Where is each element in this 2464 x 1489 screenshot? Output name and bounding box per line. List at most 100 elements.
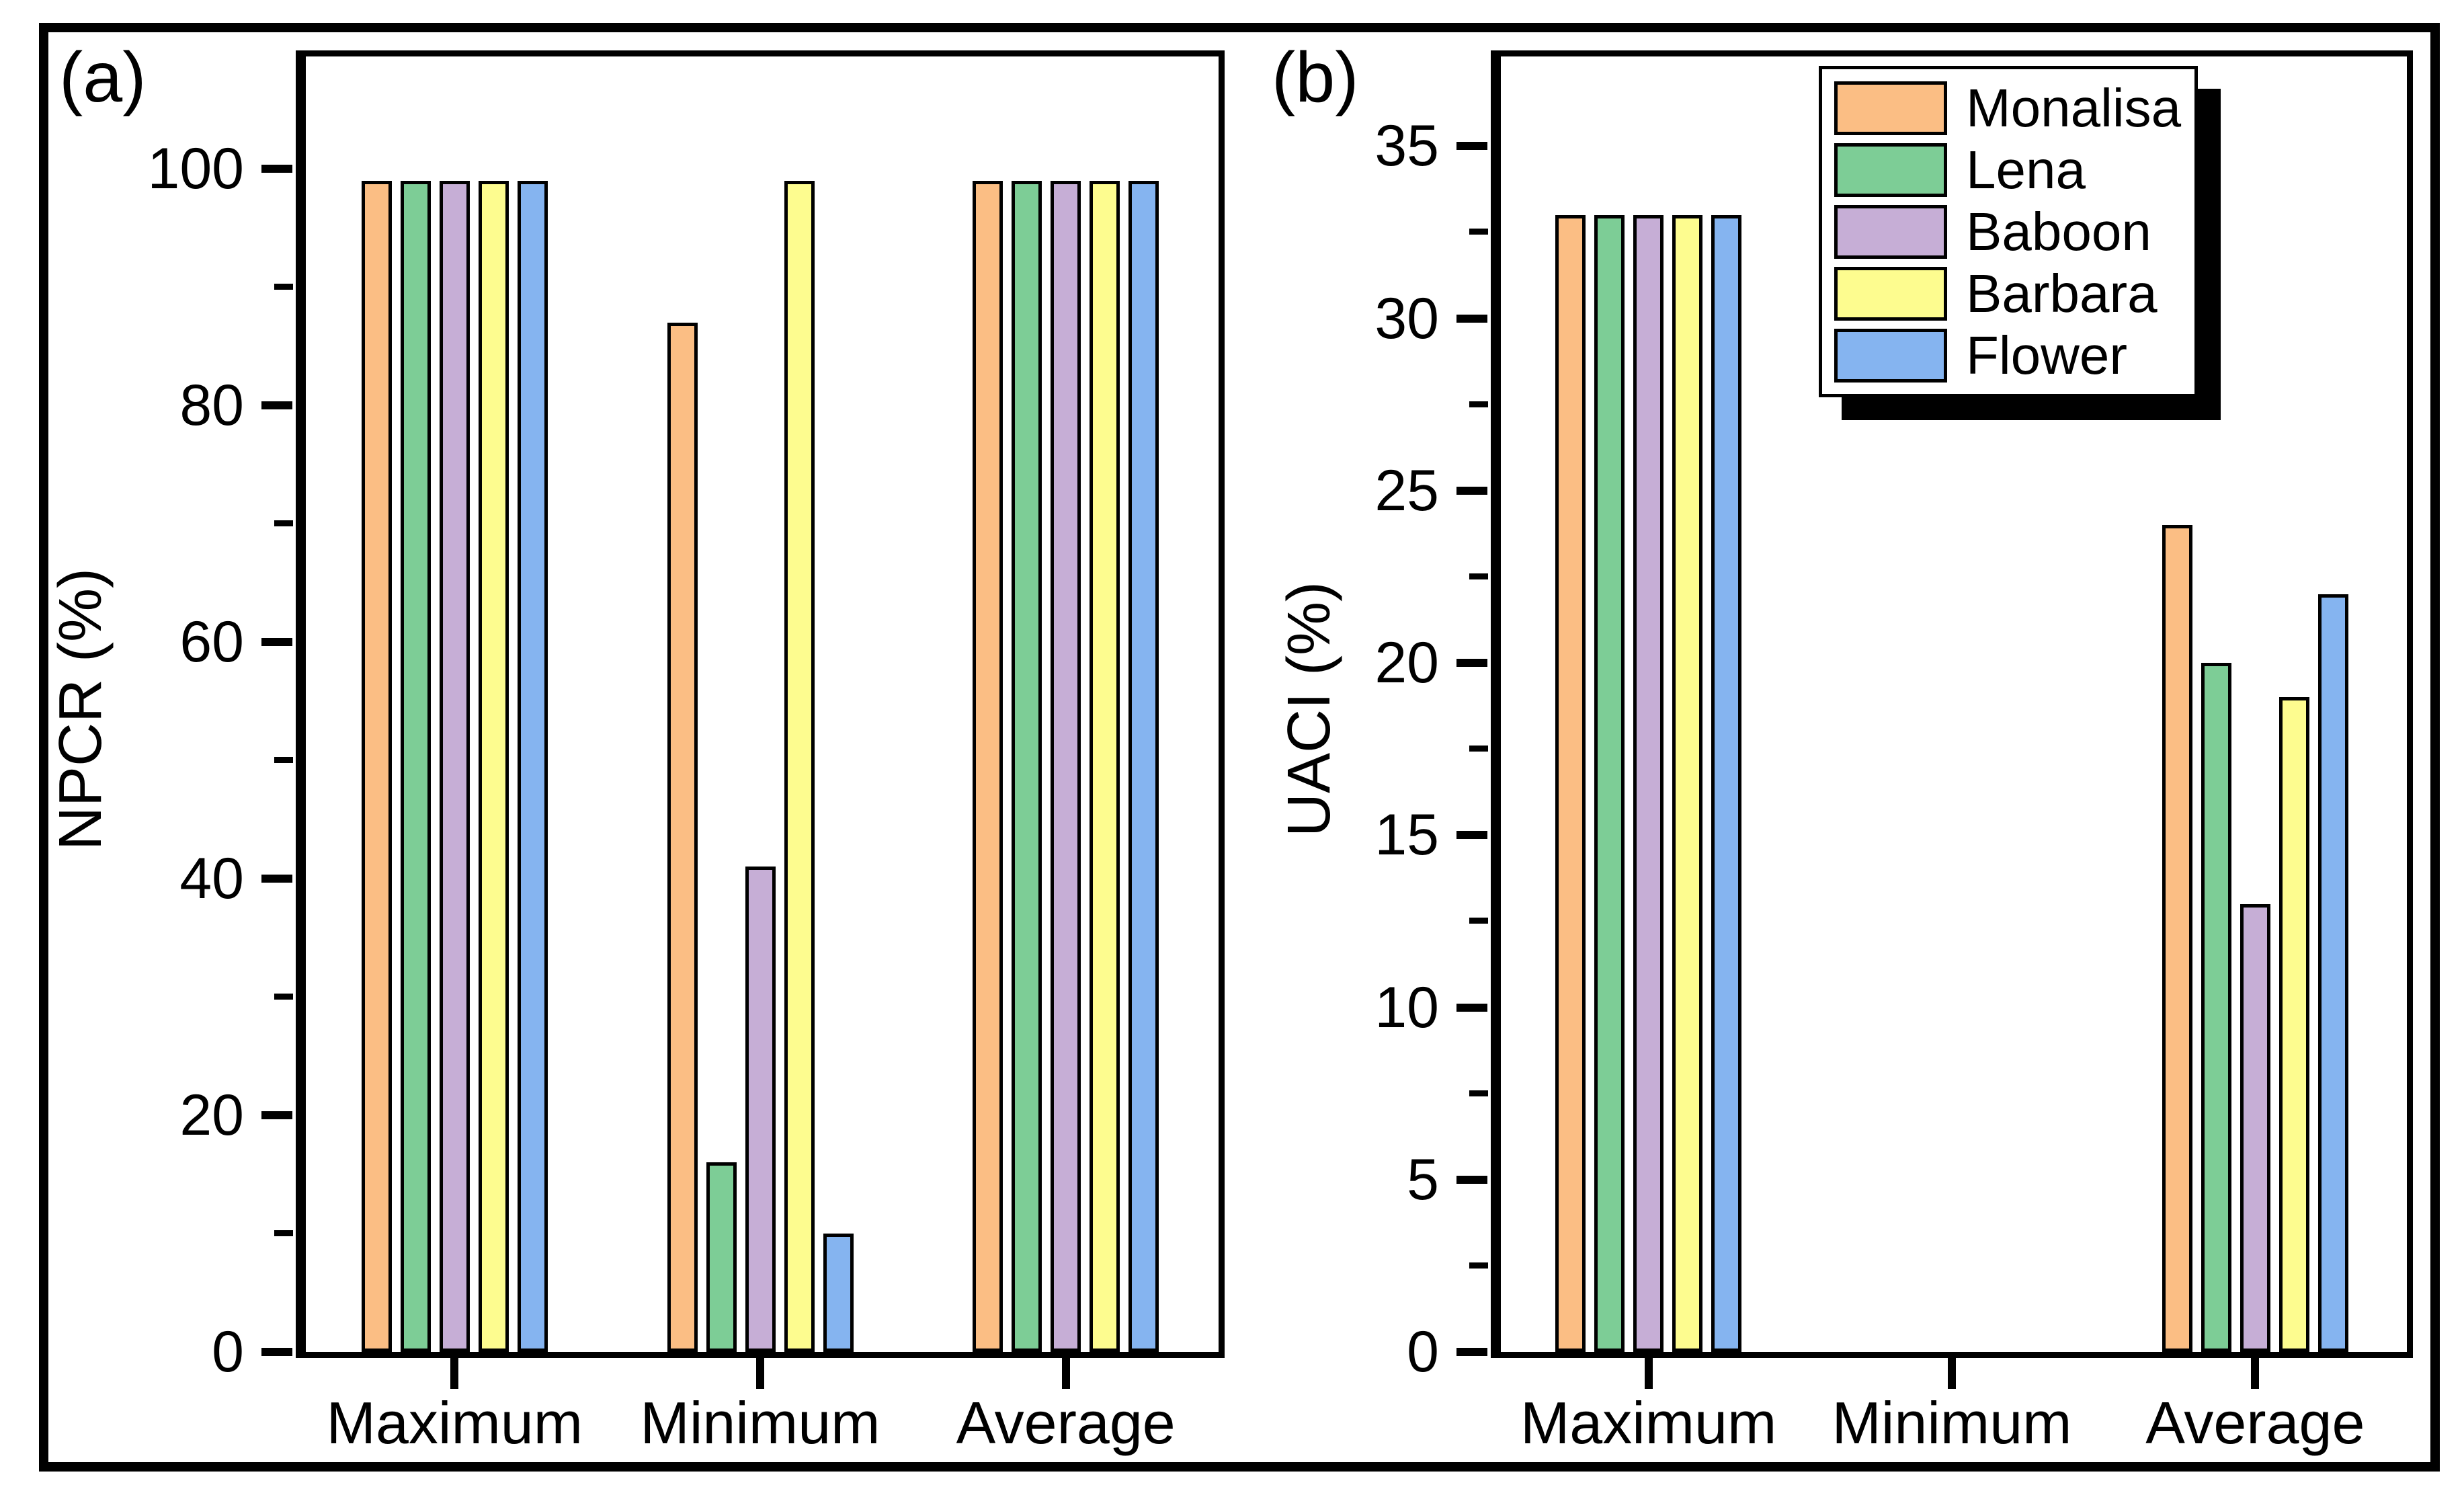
bar-barbara-average [2278, 697, 2309, 1352]
y-axis-minor-tick [274, 284, 293, 290]
y-axis-minor-tick [274, 1230, 293, 1237]
panel-b-y-axis-spine [1491, 50, 1501, 1358]
legend: Monalisa Lena Baboon Barbara Flower [1819, 66, 2199, 397]
figure-border [39, 23, 2440, 1472]
legend-swatch-baboon [1834, 204, 1947, 259]
panel-a-plot-area: 0 20 40 60 80 100 Maximum Minimum Average [148, 50, 1225, 1453]
legend-label-baboon: Baboon [1966, 201, 2151, 261]
y-axis-major-tick [261, 1111, 292, 1120]
y-axis-minor-tick [1469, 746, 1488, 752]
y-axis-minor-tick [274, 994, 293, 1000]
legend-swatch-flower [1834, 328, 1947, 383]
y-axis-major-tick [261, 1348, 292, 1356]
x-axis-label-minimum: Minimum [640, 1390, 880, 1456]
bar-lena-minimum [706, 1162, 737, 1352]
y-axis-minor-tick [1469, 1262, 1488, 1269]
y-axis-tick-label: 35 [1374, 114, 1439, 179]
panel-a-letter: (a) [59, 38, 147, 117]
y-axis-major-tick [1456, 486, 1487, 495]
legend-label-monalisa: Monalisa [1966, 77, 2182, 138]
bar-monalisa-maximum [361, 180, 392, 1352]
legend-swatch-lena [1834, 143, 1947, 197]
bar-monalisa-average [2162, 525, 2192, 1352]
y-axis-tick-label: 100 [147, 136, 245, 202]
y-axis-tick-label: 15 [1374, 803, 1439, 868]
y-axis-major-tick [1456, 1348, 1487, 1356]
bar-lena-maximum [400, 180, 431, 1352]
y-axis-tick-label: 5 [1407, 1147, 1439, 1212]
y-axis-minor-tick [1469, 401, 1488, 407]
legend-item-baboon: Baboon [1834, 202, 2181, 261]
y-axis-tick-label: 60 [179, 610, 244, 675]
y-axis-minor-tick [274, 757, 293, 764]
y-axis-tick-label: 20 [179, 1083, 244, 1148]
y-axis-tick-label: 20 [1374, 631, 1439, 695]
bar-monalisa-average [973, 180, 1003, 1352]
y-axis-major-tick [1456, 831, 1487, 840]
bar-lena-average [1012, 180, 1042, 1352]
bar-baboon-maximum [1633, 214, 1664, 1352]
y-axis-major-tick [1456, 1175, 1487, 1184]
bar-lena-maximum [1594, 214, 1625, 1352]
legend-label-lena: Lena [1966, 139, 2086, 200]
y-axis-tick-label: 40 [179, 846, 244, 912]
bar-flower-average [2317, 594, 2348, 1352]
bar-barbara-average [1090, 180, 1120, 1352]
bar-flower-minimum [823, 1234, 854, 1352]
x-axis-tick-average [2251, 1358, 2260, 1389]
legend-item-barbara: Barbara [1834, 264, 2181, 323]
y-axis-tick-label: 0 [1407, 1320, 1439, 1384]
bar-barbara-maximum [478, 180, 509, 1352]
y-axis-tick-label: 0 [212, 1320, 244, 1384]
x-axis-label-maximum: Maximum [326, 1390, 583, 1456]
legend-item-monalisa: Monalisa [1834, 79, 2181, 137]
bar-barbara-maximum [1672, 214, 1703, 1352]
y-axis-tick-label: 30 [1374, 286, 1439, 351]
y-axis-minor-tick [1469, 918, 1488, 924]
y-axis-major-tick [1456, 314, 1487, 323]
panel-b-letter: (b) [1272, 38, 1359, 117]
y-axis-major-tick [1456, 659, 1487, 667]
y-axis-tick-label: 80 [179, 373, 244, 438]
x-axis-label-minimum: Minimum [1832, 1390, 2072, 1456]
bar-monalisa-minimum [667, 322, 698, 1352]
x-axis-label-average: Average [956, 1390, 1176, 1456]
y-axis-tick-label: 25 [1374, 458, 1439, 523]
y-axis-tick-label: 10 [1374, 975, 1439, 1040]
legend-swatch-monalisa [1834, 81, 1947, 135]
x-axis-label-maximum: Maximum [1520, 1390, 1777, 1456]
bar-flower-maximum [517, 180, 548, 1352]
panel-a-y-axis-spine [296, 50, 306, 1358]
x-axis-tick-maximum [1644, 1358, 1653, 1389]
y-axis-major-tick [261, 165, 292, 173]
x-axis-tick-minimum [756, 1358, 764, 1389]
x-axis-tick-average [1061, 1358, 1070, 1389]
y-axis-major-tick [1456, 1003, 1487, 1012]
bar-flower-average [1128, 180, 1159, 1352]
x-axis-tick-minimum [1948, 1358, 1956, 1389]
bar-barbara-minimum [784, 180, 815, 1352]
bar-monalisa-maximum [1555, 214, 1586, 1352]
y-axis-minor-tick [1469, 573, 1488, 579]
bar-flower-maximum [1711, 214, 1742, 1352]
y-axis-minor-tick [1469, 1090, 1488, 1096]
panel-a-y-axis-title: NPCR (%) [47, 568, 114, 850]
legend-item-lena: Lena [1834, 140, 2181, 199]
legend-item-flower: Flower [1834, 326, 2181, 385]
legend-label-flower: Flower [1966, 325, 2128, 385]
y-axis-minor-tick [274, 520, 293, 527]
bar-baboon-average [2240, 903, 2270, 1352]
bar-lena-average [2201, 663, 2231, 1352]
bar-baboon-maximum [439, 180, 470, 1352]
x-axis-label-average: Average [2145, 1390, 2365, 1456]
legend-swatch-barbara [1834, 266, 1947, 321]
legend-label-barbara: Barbara [1966, 263, 2158, 323]
y-axis-major-tick [261, 875, 292, 883]
bar-baboon-average [1051, 180, 1081, 1352]
y-axis-major-tick [261, 638, 292, 647]
y-axis-minor-tick [1469, 229, 1488, 235]
x-axis-tick-maximum [450, 1358, 459, 1389]
bar-baboon-minimum [745, 867, 776, 1352]
y-axis-major-tick [261, 401, 292, 410]
